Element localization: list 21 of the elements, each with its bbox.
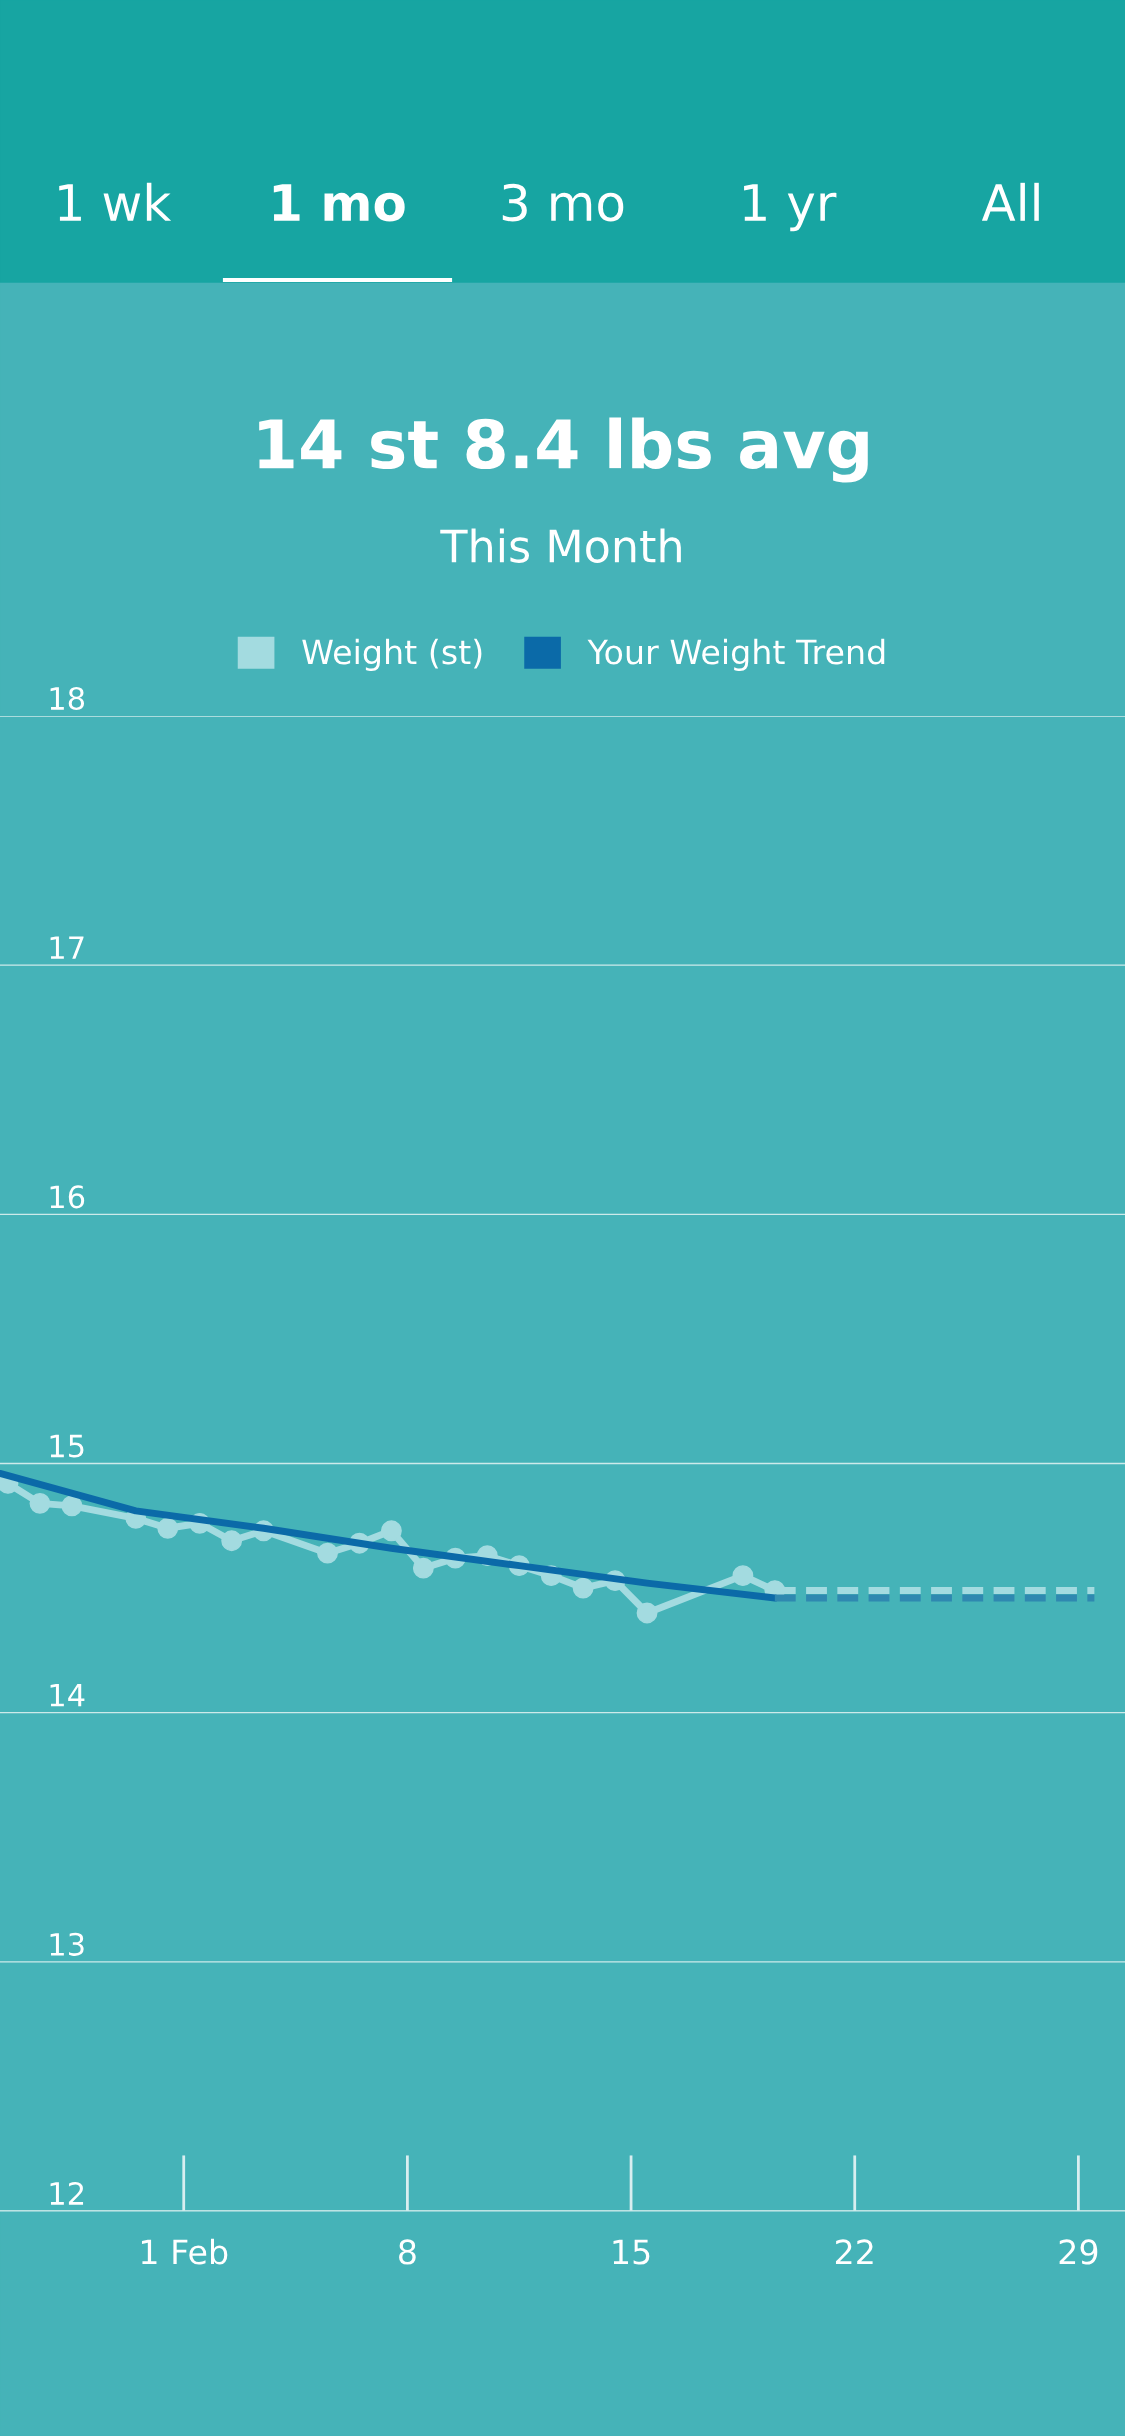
x-tick-label: 22 (835, 2239, 873, 2265)
chart-subtitle: This Month (440, 528, 681, 563)
text: 1 mo (273, 184, 405, 222)
y-tick-label: 15 (50, 1434, 84, 1458)
text: 1 yr (744, 184, 837, 232)
x-tick-label: 8 (399, 2239, 416, 2265)
y-tick-label: 17 (50, 936, 84, 959)
x-tick-label: 29 (1059, 2239, 1098, 2265)
y-tick-label: 14 (50, 1684, 85, 1707)
text: 3 mo (502, 183, 624, 222)
y-tick-label: 13 (50, 1932, 84, 1956)
y-tick-label: 18 (50, 686, 85, 711)
x-tick-label: 15 (613, 2239, 650, 2265)
text: 1 wk (59, 182, 172, 221)
chart-title: 14 st 8.4 lbs avg (259, 417, 868, 483)
y-tick-label: 16 (50, 1185, 85, 1209)
legend-label: Weight (st) (302, 638, 482, 672)
legend-label: Your Weight Trend (587, 638, 885, 672)
text: All (981, 182, 1039, 221)
x-tick-label: 1 Feb (141, 2238, 228, 2265)
y-tick-label: 12 (50, 2181, 84, 2205)
